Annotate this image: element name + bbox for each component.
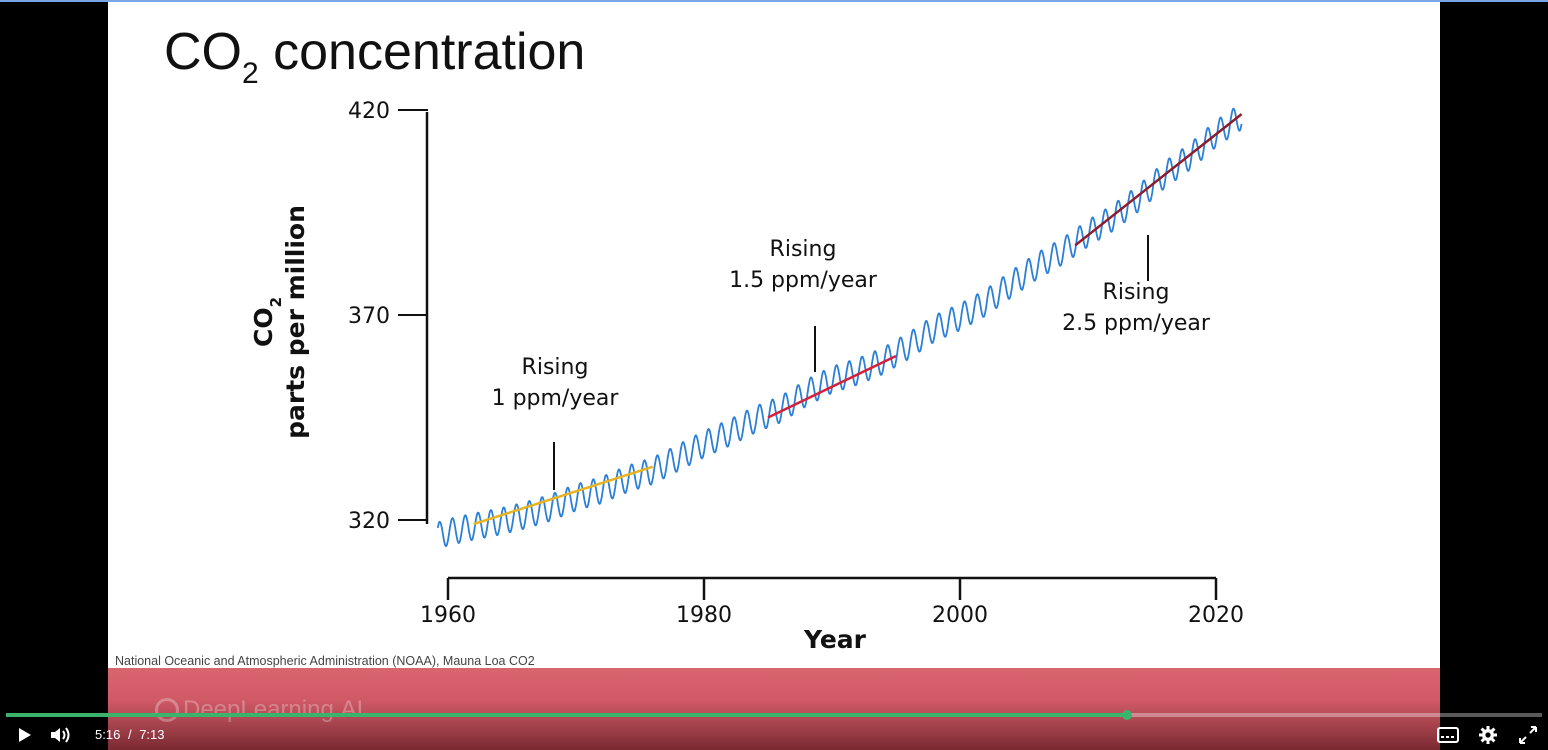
play-icon [19, 728, 31, 742]
trend-line-3 [1074, 113, 1243, 247]
y-tick-label: 420 [348, 99, 390, 124]
fullscreen-button[interactable] [1516, 724, 1540, 746]
annotation-label-1-line2: 1 ppm/year [492, 386, 620, 411]
source-credit: National Oceanic and Atmospheric Adminis… [115, 654, 535, 668]
y-axis-label-co2: CO2 [249, 297, 285, 347]
trend-line-1 [473, 465, 654, 526]
time-display: 5:16 / 7:13 [95, 727, 165, 742]
chart-labels: Rising 1 ppm/year Rising 1.5 ppm/year Rising… [492, 235, 1211, 490]
slide: CO2 concentration 320 370 420 1960 1980 2000 2… [108, 2, 1440, 668]
x-tick-label: 1960 [420, 603, 476, 628]
title-co: CO [164, 23, 242, 81]
annotation-label-3-line1: Rising [1103, 280, 1170, 305]
annotation-label-2-line2: 1.5 ppm/year [729, 268, 878, 293]
fullscreen-icon [1519, 726, 1537, 744]
settings-button[interactable] [1476, 724, 1500, 746]
volume-icon [51, 727, 70, 743]
duration: 7:13 [139, 727, 165, 742]
progress-bar[interactable] [6, 710, 1542, 720]
annotation-label-2-line1: Rising [770, 237, 837, 262]
logo-text: DeepLearning.AI [183, 696, 364, 723]
top-accent-line [0, 0, 1548, 2]
progress-thumb[interactable] [1122, 710, 1133, 720]
y-tick-label: 370 [348, 304, 390, 329]
time-separator: / [127, 727, 132, 742]
progress-fill [6, 713, 1128, 717]
x-tick-label: 2020 [1188, 603, 1244, 628]
chart-series [436, 107, 1243, 548]
volume-button[interactable] [48, 724, 74, 746]
title-rest: concentration [258, 23, 586, 81]
gear-icon [1479, 726, 1497, 744]
video-controls: 5:16 / 7:13 [0, 720, 1548, 750]
annotation-label-3-line2: 2.5 ppm/year [1062, 311, 1211, 336]
page-title: CO2 concentration [164, 22, 585, 91]
x-tick-label: 2000 [932, 603, 988, 628]
x-tick-label: 1980 [676, 603, 732, 628]
captions-icon [1437, 727, 1459, 743]
x-axis-label: Year [803, 625, 867, 654]
deeplearning-logo: DeepLearning.AI [155, 696, 363, 724]
current-time: 5:16 [95, 727, 121, 742]
annotation-label-1-line1: Rising [522, 355, 589, 380]
logo-mark-icon [155, 698, 179, 722]
y-tick-label: 320 [348, 509, 390, 534]
brand-banner [108, 668, 1440, 750]
title-subscript: 2 [242, 57, 259, 90]
trend-line-2 [767, 354, 897, 419]
chart-trends [473, 113, 1243, 526]
y-axis-label-unit: parts per million [281, 205, 310, 439]
captions-button[interactable] [1436, 724, 1460, 746]
play-button[interactable] [14, 724, 36, 746]
co2-series-line [436, 107, 1243, 548]
